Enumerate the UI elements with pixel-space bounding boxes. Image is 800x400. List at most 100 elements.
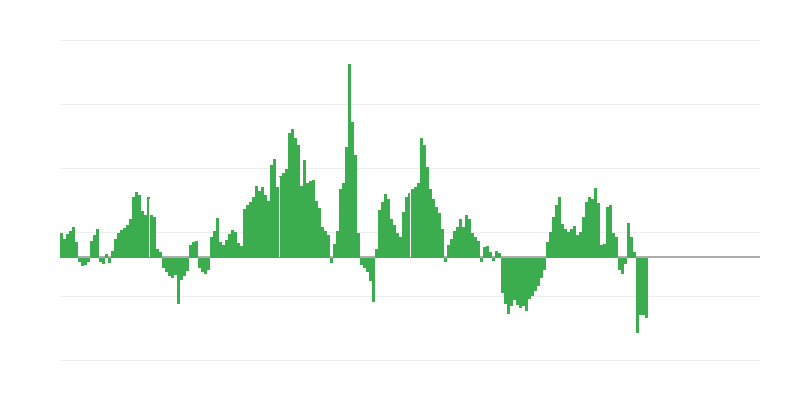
bar	[384, 194, 387, 258]
bar	[528, 258, 531, 299]
bar	[117, 233, 120, 258]
bar	[207, 258, 210, 270]
bar	[507, 258, 510, 314]
bar	[600, 245, 603, 258]
bar	[180, 258, 183, 280]
bar	[303, 160, 306, 258]
bar	[297, 145, 300, 258]
bar	[252, 197, 255, 258]
bar	[327, 235, 330, 258]
bar	[213, 231, 216, 258]
bar	[135, 192, 138, 258]
bar	[462, 227, 465, 258]
bar	[90, 241, 93, 258]
bar	[264, 195, 267, 258]
bar	[324, 231, 327, 258]
bar	[543, 258, 546, 270]
bar	[111, 251, 114, 258]
bar	[408, 193, 411, 258]
bar	[396, 233, 399, 258]
bar	[447, 245, 450, 258]
gridline	[60, 296, 760, 297]
bar	[630, 237, 633, 258]
bar	[597, 203, 600, 258]
bar	[414, 187, 417, 258]
bar	[270, 165, 273, 258]
bar	[102, 258, 105, 264]
bar	[489, 252, 492, 258]
bar	[258, 191, 261, 258]
bar	[369, 258, 372, 281]
bar	[300, 186, 303, 258]
bar	[468, 219, 471, 258]
bar	[573, 226, 576, 258]
gridline	[60, 104, 760, 105]
bar	[342, 183, 345, 258]
bar	[378, 210, 381, 258]
bar	[156, 249, 159, 258]
bar	[636, 258, 639, 333]
bar	[189, 245, 192, 258]
bar	[294, 138, 297, 258]
bar	[441, 229, 444, 258]
bar	[69, 231, 72, 258]
bar	[351, 122, 354, 258]
bar	[501, 258, 504, 293]
bar	[195, 241, 198, 258]
bar	[372, 258, 375, 302]
bar	[174, 258, 177, 275]
bar	[591, 199, 594, 258]
bar	[363, 258, 366, 268]
bar	[183, 258, 186, 276]
bar	[558, 197, 561, 258]
bar	[360, 258, 363, 265]
bar	[138, 195, 141, 258]
bar	[567, 232, 570, 258]
bar	[357, 233, 360, 258]
bar	[609, 205, 612, 258]
bar	[162, 258, 165, 268]
bar	[63, 239, 66, 258]
bar	[603, 244, 606, 258]
bar	[96, 229, 99, 258]
bar	[204, 258, 207, 274]
bar	[246, 205, 249, 258]
bar	[621, 258, 624, 274]
bar	[171, 258, 174, 278]
bar	[423, 145, 426, 258]
bar	[126, 225, 129, 258]
bar	[381, 202, 384, 258]
bar	[231, 230, 234, 258]
gridline	[60, 40, 760, 41]
bar	[438, 213, 441, 258]
bar	[123, 228, 126, 258]
bar	[483, 247, 486, 258]
bar	[516, 258, 519, 305]
bar	[192, 242, 195, 258]
bar	[585, 202, 588, 258]
bar	[291, 129, 294, 258]
bar	[315, 201, 318, 258]
bar	[222, 245, 225, 258]
bar	[420, 138, 423, 258]
bar	[588, 197, 591, 258]
bar	[72, 227, 75, 258]
bar	[75, 242, 78, 258]
bar	[201, 258, 204, 272]
bar	[495, 251, 498, 258]
bar	[93, 235, 96, 258]
bar	[306, 183, 309, 258]
bar	[348, 64, 351, 258]
bar	[561, 224, 564, 258]
bar	[393, 225, 396, 258]
bar	[492, 258, 495, 261]
bar	[309, 181, 312, 258]
bar	[276, 187, 279, 258]
bar	[267, 201, 270, 258]
bar	[390, 219, 393, 258]
bar	[132, 197, 135, 258]
bar	[531, 258, 534, 296]
bar	[477, 241, 480, 258]
bar	[540, 258, 543, 278]
bar	[465, 215, 468, 258]
